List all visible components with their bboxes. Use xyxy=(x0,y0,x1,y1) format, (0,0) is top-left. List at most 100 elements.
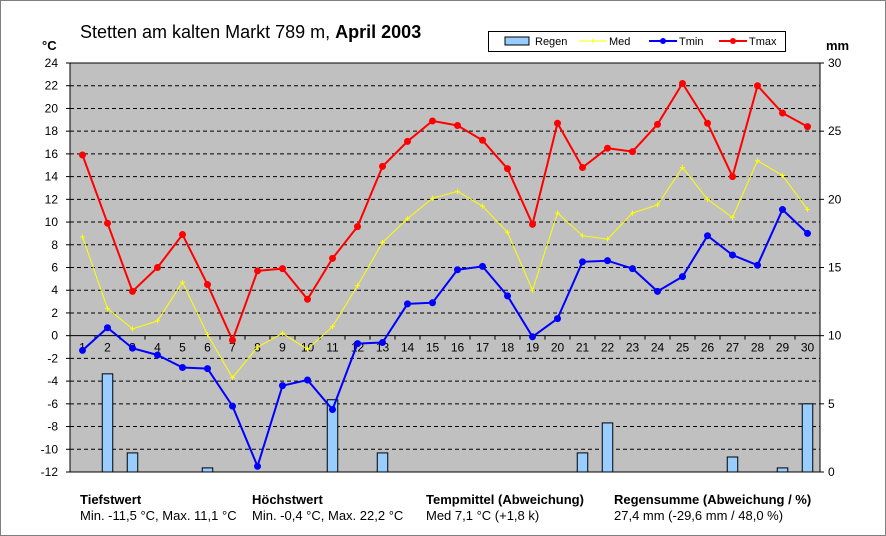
y-tick-label: 10 xyxy=(45,215,59,229)
tmin-point xyxy=(329,406,336,414)
tmax-point xyxy=(729,173,736,181)
legend-rain-swatch xyxy=(504,36,530,46)
tmax-point xyxy=(254,267,261,275)
left-axis-unit: °C xyxy=(42,38,57,53)
med-point xyxy=(380,240,385,246)
med-point xyxy=(205,332,210,338)
x-tick-label: 4 xyxy=(154,341,161,355)
tmax-point xyxy=(329,254,336,262)
legend-regen-label: Regen xyxy=(535,36,567,48)
title-elevation: 789 m, xyxy=(275,22,331,42)
tmin-line xyxy=(81,207,809,470)
tmin-point xyxy=(604,257,611,265)
tmin-point xyxy=(154,351,161,359)
tmin-point xyxy=(454,266,461,274)
tmin-point xyxy=(679,273,686,281)
x-tick-label: 26 xyxy=(701,341,715,355)
tmin-point xyxy=(129,344,136,352)
right-axis-unit: mm xyxy=(826,38,850,53)
med-line xyxy=(82,159,808,379)
tmax-point xyxy=(554,119,561,127)
x-tick-label: 14 xyxy=(401,341,415,355)
rain-bar xyxy=(601,422,614,473)
tmin-point xyxy=(804,229,811,237)
stat-max-text: Min. -0,4 °C, Max. 22,2 °C xyxy=(252,508,404,523)
tmax-point xyxy=(754,82,761,90)
med-point xyxy=(555,210,560,216)
legend-med-marker xyxy=(590,38,596,44)
x-tick-label: 11 xyxy=(326,341,339,355)
tmax-point xyxy=(604,144,611,152)
y2-tick-label: 20 xyxy=(828,192,842,206)
x-tick-label: 20 xyxy=(551,341,565,355)
y2-tick-label: 30 xyxy=(828,56,842,70)
tmax-point xyxy=(479,136,486,144)
x-tick-label: 19 xyxy=(526,341,540,355)
title-period: April 2003 xyxy=(335,22,422,42)
tmin-point xyxy=(429,299,436,307)
y-tick-label: -2 xyxy=(47,351,58,365)
x-tick-label: 5 xyxy=(179,341,186,355)
tmin-point xyxy=(754,261,761,269)
med-point xyxy=(330,324,335,330)
x-tick-label: 21 xyxy=(576,341,590,355)
tmax-line xyxy=(81,81,808,343)
x-tick-label: 24 xyxy=(651,341,665,355)
stat-min-heading: Tiefstwert xyxy=(80,492,142,507)
med-point xyxy=(805,207,810,213)
tmin-point xyxy=(404,300,411,308)
med-point xyxy=(480,203,485,209)
y-tick-label: 14 xyxy=(45,170,59,184)
med-point xyxy=(580,233,585,239)
rain-bar xyxy=(576,452,589,473)
tmax-point xyxy=(454,121,461,129)
x-tick-label: 25 xyxy=(676,341,690,355)
y-tick-label: -8 xyxy=(47,420,58,434)
tmax-point xyxy=(154,264,161,271)
tmax-point xyxy=(779,109,786,117)
tmin-point xyxy=(554,315,561,323)
plot-border xyxy=(69,62,821,473)
tmin-point xyxy=(529,333,536,341)
med-point xyxy=(655,202,660,208)
tmax-point xyxy=(104,219,111,227)
tmax-point xyxy=(629,148,636,156)
med-point xyxy=(255,344,260,350)
tmin-point xyxy=(304,376,311,384)
med-point xyxy=(455,188,460,194)
x-tick-label: 18 xyxy=(501,341,515,355)
tmin-point xyxy=(379,338,386,346)
stat-max-block: Höchstwert Min. -0,4 °C, Max. 22,2 °C xyxy=(252,492,403,524)
tmin-point xyxy=(779,206,786,214)
tmin-point xyxy=(629,265,636,273)
tmax-point xyxy=(304,295,311,303)
x-tick-label: 7 xyxy=(229,341,236,355)
rain-bar xyxy=(126,452,139,473)
tmin-point xyxy=(104,324,111,332)
legend-tmin-marker xyxy=(660,38,666,44)
tmax-point xyxy=(579,164,586,172)
tmax-point xyxy=(229,336,236,344)
tmin-point xyxy=(579,258,586,266)
med-point xyxy=(180,279,185,285)
stat-mean-block: Tempmittel (Abweichung) Med 7,1 °C (+1,8… xyxy=(426,492,584,524)
y-tick-label: 24 xyxy=(45,56,59,70)
y2-tick-label: 15 xyxy=(828,261,842,275)
med-point xyxy=(305,346,310,352)
tmin-point xyxy=(79,346,86,354)
med-point xyxy=(680,165,685,171)
tmax-point xyxy=(354,223,361,231)
tmax-point xyxy=(204,281,211,289)
rain-bar xyxy=(801,403,814,473)
tmin-point xyxy=(654,287,661,295)
med-point xyxy=(230,375,235,381)
med-point xyxy=(780,172,785,178)
med-point xyxy=(505,229,510,235)
tmax-point xyxy=(179,231,186,239)
rain-bar xyxy=(201,467,214,473)
x-tick-label: 15 xyxy=(426,341,440,355)
med-point xyxy=(405,216,410,222)
med-point xyxy=(155,318,160,324)
y-tick-label: -4 xyxy=(47,374,58,388)
legend-tmin-label: Tmin xyxy=(679,36,703,48)
